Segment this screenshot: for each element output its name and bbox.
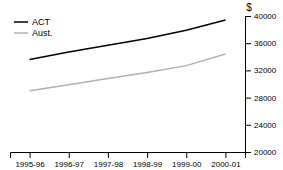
y-tick: 36000 — [245, 39, 277, 48]
x-tick-mark — [30, 152, 31, 158]
y-tick-mark — [245, 70, 251, 71]
x-tick-label: 1995-96 — [15, 160, 45, 169]
legend-swatch — [14, 21, 28, 23]
marks — [30, 20, 226, 91]
y-tick-mark — [245, 152, 251, 153]
y-tick-label: 20000 — [254, 148, 277, 157]
x-tick-mark — [225, 152, 226, 158]
y-tick-mark — [245, 125, 251, 126]
x-tick-label: 1998-99 — [133, 160, 163, 169]
series-line — [30, 20, 226, 59]
y-tick-mark — [245, 98, 251, 99]
x-axis: 1995-96 1996-97 1997-98 1998-99 1999-00 2000-… — [11, 152, 246, 169]
x-tick: 1995-96 — [15, 152, 45, 169]
chart-container: 1995-96 1996-97 1997-98 1998-99 1999-00 2000-… — [0, 0, 283, 170]
x-tick-label: 1999-00 — [172, 160, 202, 169]
x-tick: 1996-97 — [55, 152, 85, 169]
y-axis-line — [246, 17, 252, 153]
y-tick-label: 36000 — [254, 39, 277, 48]
y-tick: 24000 — [245, 121, 277, 130]
plot: 1995-96 1996-97 1997-98 1998-99 1999-00 2000-… — [11, 12, 277, 169]
x-tick: 1999-00 — [172, 152, 202, 169]
legend-label: ACT — [32, 17, 51, 27]
legend-swatch — [14, 32, 28, 34]
y-tick-label: 40000 — [254, 12, 277, 21]
y-tick-label: 24000 — [254, 121, 277, 130]
x-tick-label: 1996-97 — [55, 160, 85, 169]
y-tick-label: 32000 — [254, 66, 277, 75]
y-tick-label: 28000 — [254, 94, 277, 103]
x-tick-mark — [147, 152, 148, 158]
y-tick: 40000 — [245, 12, 277, 21]
x-tick-label: 1997-98 — [94, 160, 124, 169]
y-tick: 28000 — [245, 94, 277, 103]
x-tick-mark — [69, 152, 70, 158]
x-tick-label: 2000-01 — [211, 160, 241, 169]
x-tick: 1998-99 — [133, 152, 163, 169]
legend-item: Aust. — [14, 28, 53, 38]
legend-label: Aust. — [32, 28, 53, 38]
y-tick: 20000 — [245, 148, 277, 157]
y-axis-label: $ — [246, 2, 252, 13]
y-axis: 20000 24000 28000 32000 36000 40000 — [245, 12, 277, 157]
x-axis-line — [11, 153, 246, 159]
y-tick-mark — [245, 16, 251, 17]
y-tick: 32000 — [245, 66, 277, 75]
chart-svg: 1995-96 1996-97 1997-98 1998-99 1999-00 2000-… — [0, 0, 283, 170]
y-tick-mark — [245, 43, 251, 44]
x-tick: 2000-01 — [211, 152, 241, 169]
x-tick: 1997-98 — [94, 152, 124, 169]
series-line — [30, 54, 226, 91]
x-tick-mark — [186, 152, 187, 158]
legend-item: ACT — [14, 17, 51, 27]
legend: ACTAust. — [14, 17, 53, 38]
x-tick-mark — [108, 152, 109, 158]
